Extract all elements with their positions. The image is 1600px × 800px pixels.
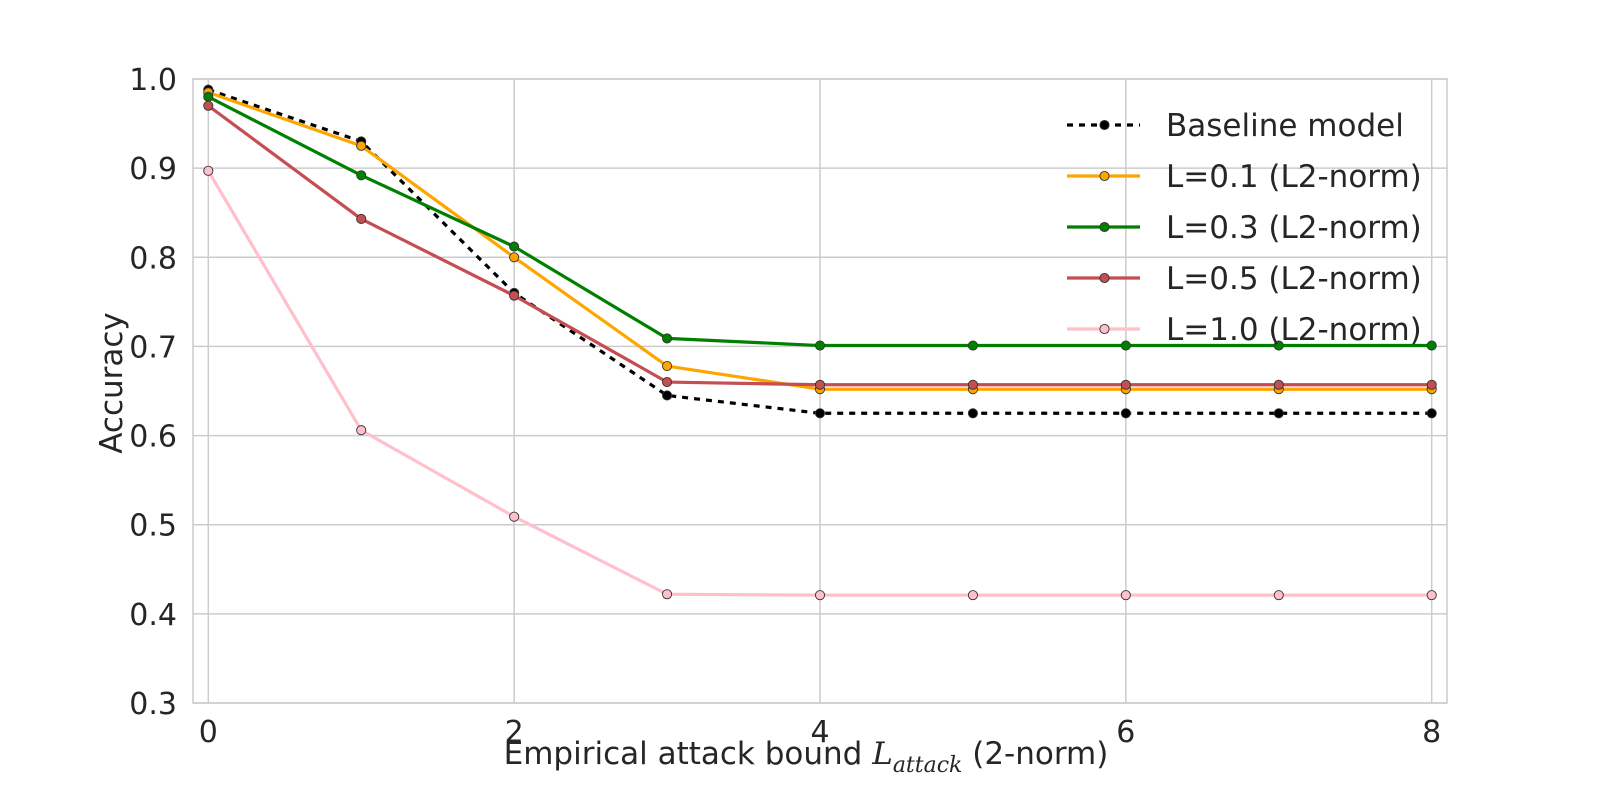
series-layer xyxy=(203,84,1437,601)
data-point xyxy=(662,589,673,600)
y-tick-label: 0.7 xyxy=(129,330,177,365)
series-3 xyxy=(203,91,1437,351)
legend-marker xyxy=(1099,221,1110,233)
legend-entry: L=0.3 (L2-norm) xyxy=(1067,210,1422,246)
data-point xyxy=(662,377,673,388)
data-point xyxy=(1273,340,1284,351)
data-point xyxy=(203,91,214,102)
y-tick-label: 0.5 xyxy=(129,509,177,544)
legend-entry: Baseline model xyxy=(1067,108,1404,144)
x-axis-label: Empirical attack bound Lattack (2-norm) xyxy=(504,736,1109,778)
data-point xyxy=(356,213,367,225)
legend-entry: L=0.1 (L2-norm) xyxy=(1067,159,1422,195)
data-point xyxy=(662,390,673,401)
legend-label: L=0.3 (L2-norm) xyxy=(1166,210,1422,246)
legend-marker xyxy=(1099,323,1110,335)
y-tick-label: 1.0 xyxy=(129,63,177,98)
data-point xyxy=(509,511,520,522)
legend-marker xyxy=(1099,170,1110,182)
x-tick-label: 6 xyxy=(1116,715,1135,750)
data-point xyxy=(1273,590,1284,601)
y-axis-label: Accuracy xyxy=(94,312,130,454)
series-4 xyxy=(203,100,1437,390)
data-point xyxy=(1426,340,1437,351)
y-tick-label: 0.9 xyxy=(129,152,177,187)
x-axis-label-symbol: L xyxy=(871,736,893,772)
x-tick-labels: 0 2 4 6 8 xyxy=(199,715,1442,750)
series-line xyxy=(207,88,1432,415)
data-point xyxy=(967,340,978,351)
data-point xyxy=(356,170,367,181)
data-point xyxy=(1120,379,1131,390)
data-point xyxy=(814,590,826,601)
data-point xyxy=(1426,590,1437,601)
data-point xyxy=(356,425,367,436)
y-tick-label: 0.4 xyxy=(129,598,177,633)
data-point xyxy=(1273,379,1284,390)
data-point xyxy=(1120,590,1131,601)
x-tick-label: 0 xyxy=(199,715,218,750)
plot-frame xyxy=(192,78,1448,704)
data-point xyxy=(509,290,520,301)
x-axis-label-prefix: Empirical attack bound xyxy=(504,736,873,772)
x-axis-label-suffix: (2-norm) xyxy=(962,736,1108,772)
legend-entry: L=1.0 (L2-norm) xyxy=(1067,312,1422,348)
data-point xyxy=(203,100,214,111)
data-point xyxy=(967,379,978,390)
x-tick-label: 4 xyxy=(810,715,829,750)
data-point xyxy=(203,165,214,176)
data-point xyxy=(814,408,826,419)
series-5 xyxy=(203,165,1437,601)
y-tick-labels: 0.3 0.4 0.5 0.6 0.7 0.8 0.9 1.0 xyxy=(129,63,177,722)
data-point xyxy=(509,241,520,252)
data-point xyxy=(1120,408,1131,419)
data-point xyxy=(814,379,826,390)
x-tick-label: 2 xyxy=(505,715,524,750)
data-point xyxy=(1273,408,1284,419)
legend-marker xyxy=(1099,119,1110,131)
y-tick-label: 0.6 xyxy=(129,420,177,455)
legend-marker xyxy=(1099,272,1110,284)
legend-label: L=0.1 (L2-norm) xyxy=(1166,159,1422,195)
data-point xyxy=(509,252,520,263)
data-point xyxy=(356,140,367,151)
y-tick-label: 0.8 xyxy=(129,241,177,276)
data-point xyxy=(967,590,978,601)
legend-label: L=1.0 (L2-norm) xyxy=(1166,312,1422,348)
data-point xyxy=(1426,408,1437,419)
data-point xyxy=(1426,379,1437,390)
y-tick-label: 0.3 xyxy=(129,687,177,722)
data-point xyxy=(1120,340,1131,351)
data-point xyxy=(967,408,978,419)
x-axis-label-subscript: attack xyxy=(893,753,963,778)
data-point xyxy=(814,340,826,351)
legend-label: L=0.5 (L2-norm) xyxy=(1166,261,1422,297)
legend: Baseline model L=0.1 (L2-norm) L=0.3 (L2-n… xyxy=(1067,108,1422,348)
legend-label: Baseline model xyxy=(1166,108,1404,144)
data-point xyxy=(662,333,673,344)
data-point xyxy=(662,360,673,372)
legend-entry: L=0.5 (L2-norm) xyxy=(1067,261,1422,297)
x-tick-label: 8 xyxy=(1422,715,1441,750)
